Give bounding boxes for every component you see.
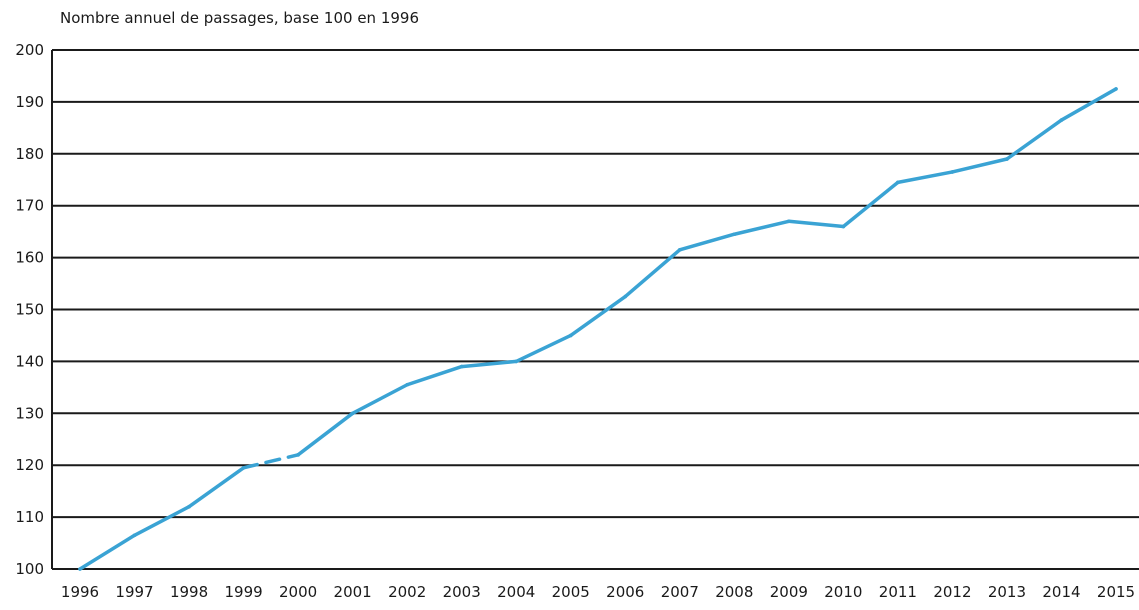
series-segment-2008-2009 bbox=[732, 219, 791, 236]
x-tick-label-2012: 2012 bbox=[933, 583, 971, 601]
data-point-1997 bbox=[132, 533, 137, 538]
data-point-2000 bbox=[296, 453, 300, 457]
y-tick-label-110: 110 bbox=[15, 508, 44, 526]
data-point-2003 bbox=[459, 364, 464, 369]
gridlines bbox=[52, 49, 1139, 570]
x-tick-label-1999: 1999 bbox=[224, 583, 262, 601]
x-tick-label-2002: 2002 bbox=[388, 583, 426, 601]
x-tick-label-2001: 2001 bbox=[334, 583, 372, 601]
x-tick-label-2014: 2014 bbox=[1042, 583, 1080, 601]
series-segment-1998-1999 bbox=[187, 466, 246, 509]
data-point-2014 bbox=[1059, 118, 1064, 122]
y-tick-label-180: 180 bbox=[15, 145, 44, 163]
x-tick-label-1996: 1996 bbox=[61, 583, 99, 601]
series-segment-2006-2007 bbox=[623, 248, 682, 299]
series-segment-2001-2002 bbox=[350, 383, 409, 416]
data-point-2008 bbox=[732, 232, 737, 237]
data-point-1999 bbox=[241, 465, 246, 470]
x-tick-labels: 1996 1997 1998 1999 2000 2001 2002 2003 2004 2005… bbox=[61, 583, 1135, 601]
x-tick-label-1997: 1997 bbox=[115, 583, 153, 601]
x-tick-label-2015: 2015 bbox=[1097, 583, 1135, 601]
series-lines bbox=[78, 87, 1118, 571]
y-tick-label-160: 160 bbox=[15, 249, 44, 267]
data-point-2005 bbox=[568, 333, 573, 338]
data-point-2006 bbox=[623, 294, 628, 299]
series-segment-1999-2000 bbox=[241, 453, 300, 470]
data-point-2001 bbox=[350, 411, 355, 416]
y-tick-label-120: 120 bbox=[15, 456, 44, 474]
y-tick-label-130: 130 bbox=[15, 404, 44, 422]
data-point-2011 bbox=[896, 180, 900, 185]
x-tick-label-2013: 2013 bbox=[988, 583, 1026, 601]
y-tick-label-170: 170 bbox=[15, 197, 44, 215]
series-segment-2004-2005 bbox=[514, 333, 573, 364]
y-tick-label-200: 200 bbox=[15, 41, 44, 59]
series-segment-1997-1998 bbox=[132, 504, 191, 538]
data-point-2010 bbox=[841, 224, 846, 229]
series-segment-2005-2006 bbox=[568, 294, 628, 338]
y-tick-label-150: 150 bbox=[15, 301, 44, 319]
y-tick-labels: 100 110 120 130 140 150 160 170 180 190 200 bbox=[15, 41, 44, 578]
data-point-2013 bbox=[1005, 157, 1009, 161]
x-tick-label-2007: 2007 bbox=[661, 583, 699, 601]
x-tick-label-2004: 2004 bbox=[497, 583, 535, 601]
data-point-1998 bbox=[187, 504, 191, 509]
x-tick-label-2000: 2000 bbox=[279, 583, 317, 601]
series-segment-2007-2008 bbox=[678, 232, 737, 252]
data-point-2015 bbox=[1114, 87, 1118, 91]
series-segment-1996-1997 bbox=[78, 533, 137, 571]
data-point-2002 bbox=[405, 382, 409, 387]
series-segment-2010-2011 bbox=[841, 180, 900, 229]
series-segment-2014-2015 bbox=[1059, 87, 1118, 122]
x-tick-label-2011: 2011 bbox=[879, 583, 917, 601]
x-tick-label-2010: 2010 bbox=[824, 583, 862, 601]
series-segment-2011-2012 bbox=[896, 170, 955, 185]
series-segment-2009-2010 bbox=[787, 219, 846, 229]
series-segment-2000-2001 bbox=[296, 411, 355, 457]
y-tick-label-100: 100 bbox=[15, 560, 44, 578]
data-point-2007 bbox=[677, 248, 682, 252]
x-tick-label-1998: 1998 bbox=[170, 583, 208, 601]
series-segment-2002-2003 bbox=[405, 364, 464, 387]
x-tick-label-2006: 2006 bbox=[606, 583, 644, 601]
y-tick-label-190: 190 bbox=[15, 93, 44, 111]
data-point-1996 bbox=[78, 567, 82, 571]
x-tick-label-2003: 2003 bbox=[443, 583, 481, 601]
series-segment-2003-2004 bbox=[459, 359, 518, 369]
chart-title: Nombre annuel de passages, base 100 en 1… bbox=[60, 9, 419, 27]
data-point-2012 bbox=[950, 170, 955, 174]
x-tick-label-2009: 2009 bbox=[770, 583, 808, 601]
y-tick-label-140: 140 bbox=[15, 352, 44, 370]
series-segment-2013-2014 bbox=[1005, 118, 1064, 161]
x-tick-label-2005: 2005 bbox=[552, 583, 590, 601]
x-tick-label-2008: 2008 bbox=[715, 583, 753, 601]
data-point-2009 bbox=[787, 219, 791, 224]
data-point-2004 bbox=[514, 359, 519, 364]
series-segment-2012-2013 bbox=[950, 157, 1009, 174]
